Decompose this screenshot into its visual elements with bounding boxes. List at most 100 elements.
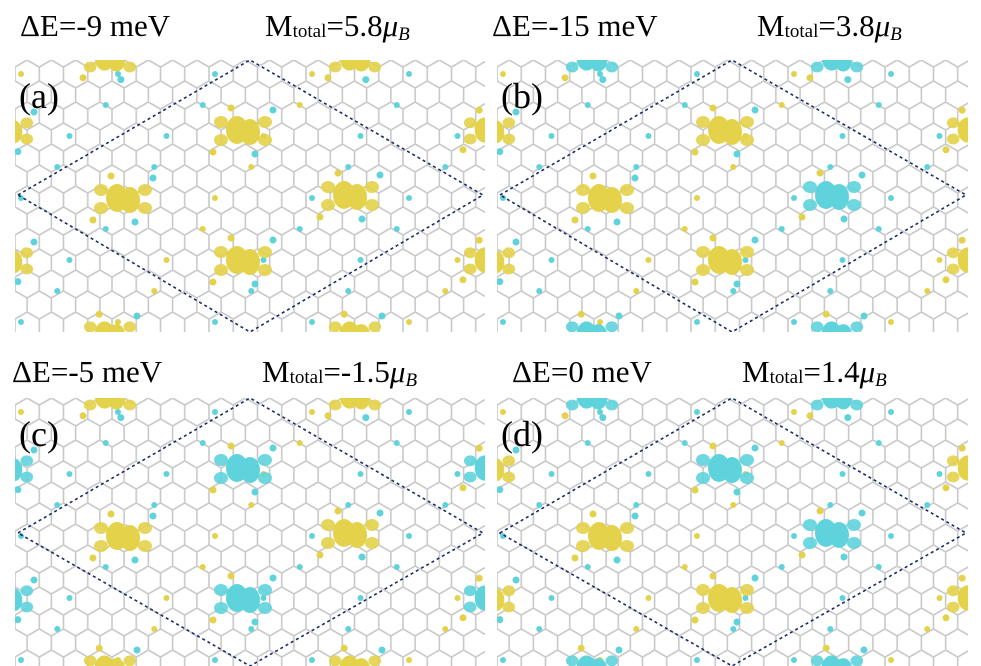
atom-dot (14, 486, 21, 493)
atom-dot (500, 657, 506, 663)
lobe (589, 386, 607, 409)
lobe (84, 62, 97, 73)
atom-dot (151, 626, 157, 632)
atom-dot (67, 595, 73, 601)
lattice (497, 398, 968, 666)
lobe (124, 321, 137, 332)
atom-dot (694, 533, 700, 539)
lobe (576, 522, 590, 534)
atom-dot (14, 148, 21, 155)
atom-dot (96, 311, 103, 318)
lobe (602, 187, 622, 213)
atom-dot (14, 278, 21, 285)
atom-dot (248, 626, 254, 632)
atom-dot (345, 626, 351, 632)
atom-dot (309, 195, 315, 201)
lobe (722, 249, 742, 275)
lobe (464, 472, 477, 483)
atom-dot (513, 577, 520, 584)
lobe (365, 519, 379, 531)
lobe (464, 117, 477, 128)
atom-dot (460, 146, 467, 153)
atom-dot (476, 107, 483, 114)
lobe (696, 246, 710, 258)
atom-dot (799, 552, 806, 559)
atom-dot (476, 445, 483, 452)
lobe (851, 400, 864, 411)
atom-dot (572, 217, 579, 224)
lobe (696, 472, 710, 484)
atom-dot (115, 71, 121, 77)
lobe (503, 455, 516, 466)
panel-label: (c) (19, 414, 59, 454)
moment-value: =3.8 (818, 8, 874, 43)
atom-dot (164, 133, 170, 139)
lobe (240, 457, 260, 483)
lobe (214, 246, 228, 258)
atom-dot (734, 281, 741, 288)
atom-dot (270, 107, 277, 114)
lobe (566, 321, 579, 332)
atom-dot (779, 440, 785, 446)
atom-dot (406, 409, 412, 415)
atom-dot (270, 575, 277, 582)
atom-dot (80, 74, 87, 81)
lobe (4, 458, 22, 481)
lobe (503, 117, 516, 128)
atom-dot (876, 564, 882, 570)
lobe (970, 458, 981, 481)
lobe (566, 338, 579, 349)
lobe (365, 181, 379, 193)
lobe (369, 62, 382, 73)
lobe (947, 602, 960, 613)
atom-dot (710, 443, 717, 450)
lobe (329, 338, 342, 349)
lobe (851, 338, 864, 349)
atom-dot (536, 626, 542, 632)
moment-value: =5.8 (326, 8, 382, 43)
lobe (365, 199, 379, 211)
lobe (124, 655, 137, 666)
lobe (566, 62, 579, 73)
lobe (347, 522, 367, 548)
atom-dot (108, 511, 115, 518)
atom-dot (752, 575, 759, 582)
atom-dot (799, 214, 806, 221)
lobe (107, 386, 125, 409)
lobe (740, 134, 754, 146)
atom-dot (876, 440, 882, 446)
lobe (369, 400, 382, 411)
atom-dot (325, 412, 332, 419)
atom-dot (924, 502, 930, 508)
atom-dot (840, 471, 846, 477)
lobe (811, 62, 824, 73)
lobe (347, 184, 367, 210)
lobe (803, 537, 817, 549)
atom-dot (959, 107, 966, 114)
atom-dot (730, 626, 736, 632)
moment-unit-subscript: B (875, 370, 887, 391)
atom-dot (358, 471, 364, 477)
atom-dot (442, 164, 448, 170)
atom-dot (734, 151, 741, 158)
atom-dot (358, 257, 364, 263)
atom-dot (394, 440, 400, 446)
lobe (970, 120, 981, 143)
atom-dot (379, 313, 386, 320)
lobe (829, 184, 849, 210)
atom-dot (345, 288, 351, 294)
atom-dot (840, 133, 846, 139)
panel-label: (d) (501, 414, 543, 454)
atom-dot (590, 173, 597, 180)
moment-subscript: total (290, 367, 324, 388)
atom-dot (132, 219, 139, 226)
lobe (240, 249, 260, 275)
lobe (606, 45, 619, 56)
atom-dot (710, 105, 717, 112)
atom-dot (460, 484, 467, 491)
atom-dot (103, 564, 109, 570)
lobe (464, 455, 477, 466)
lobe (329, 655, 342, 666)
lobe (0, 247, 12, 272)
atom-dot (134, 313, 141, 320)
